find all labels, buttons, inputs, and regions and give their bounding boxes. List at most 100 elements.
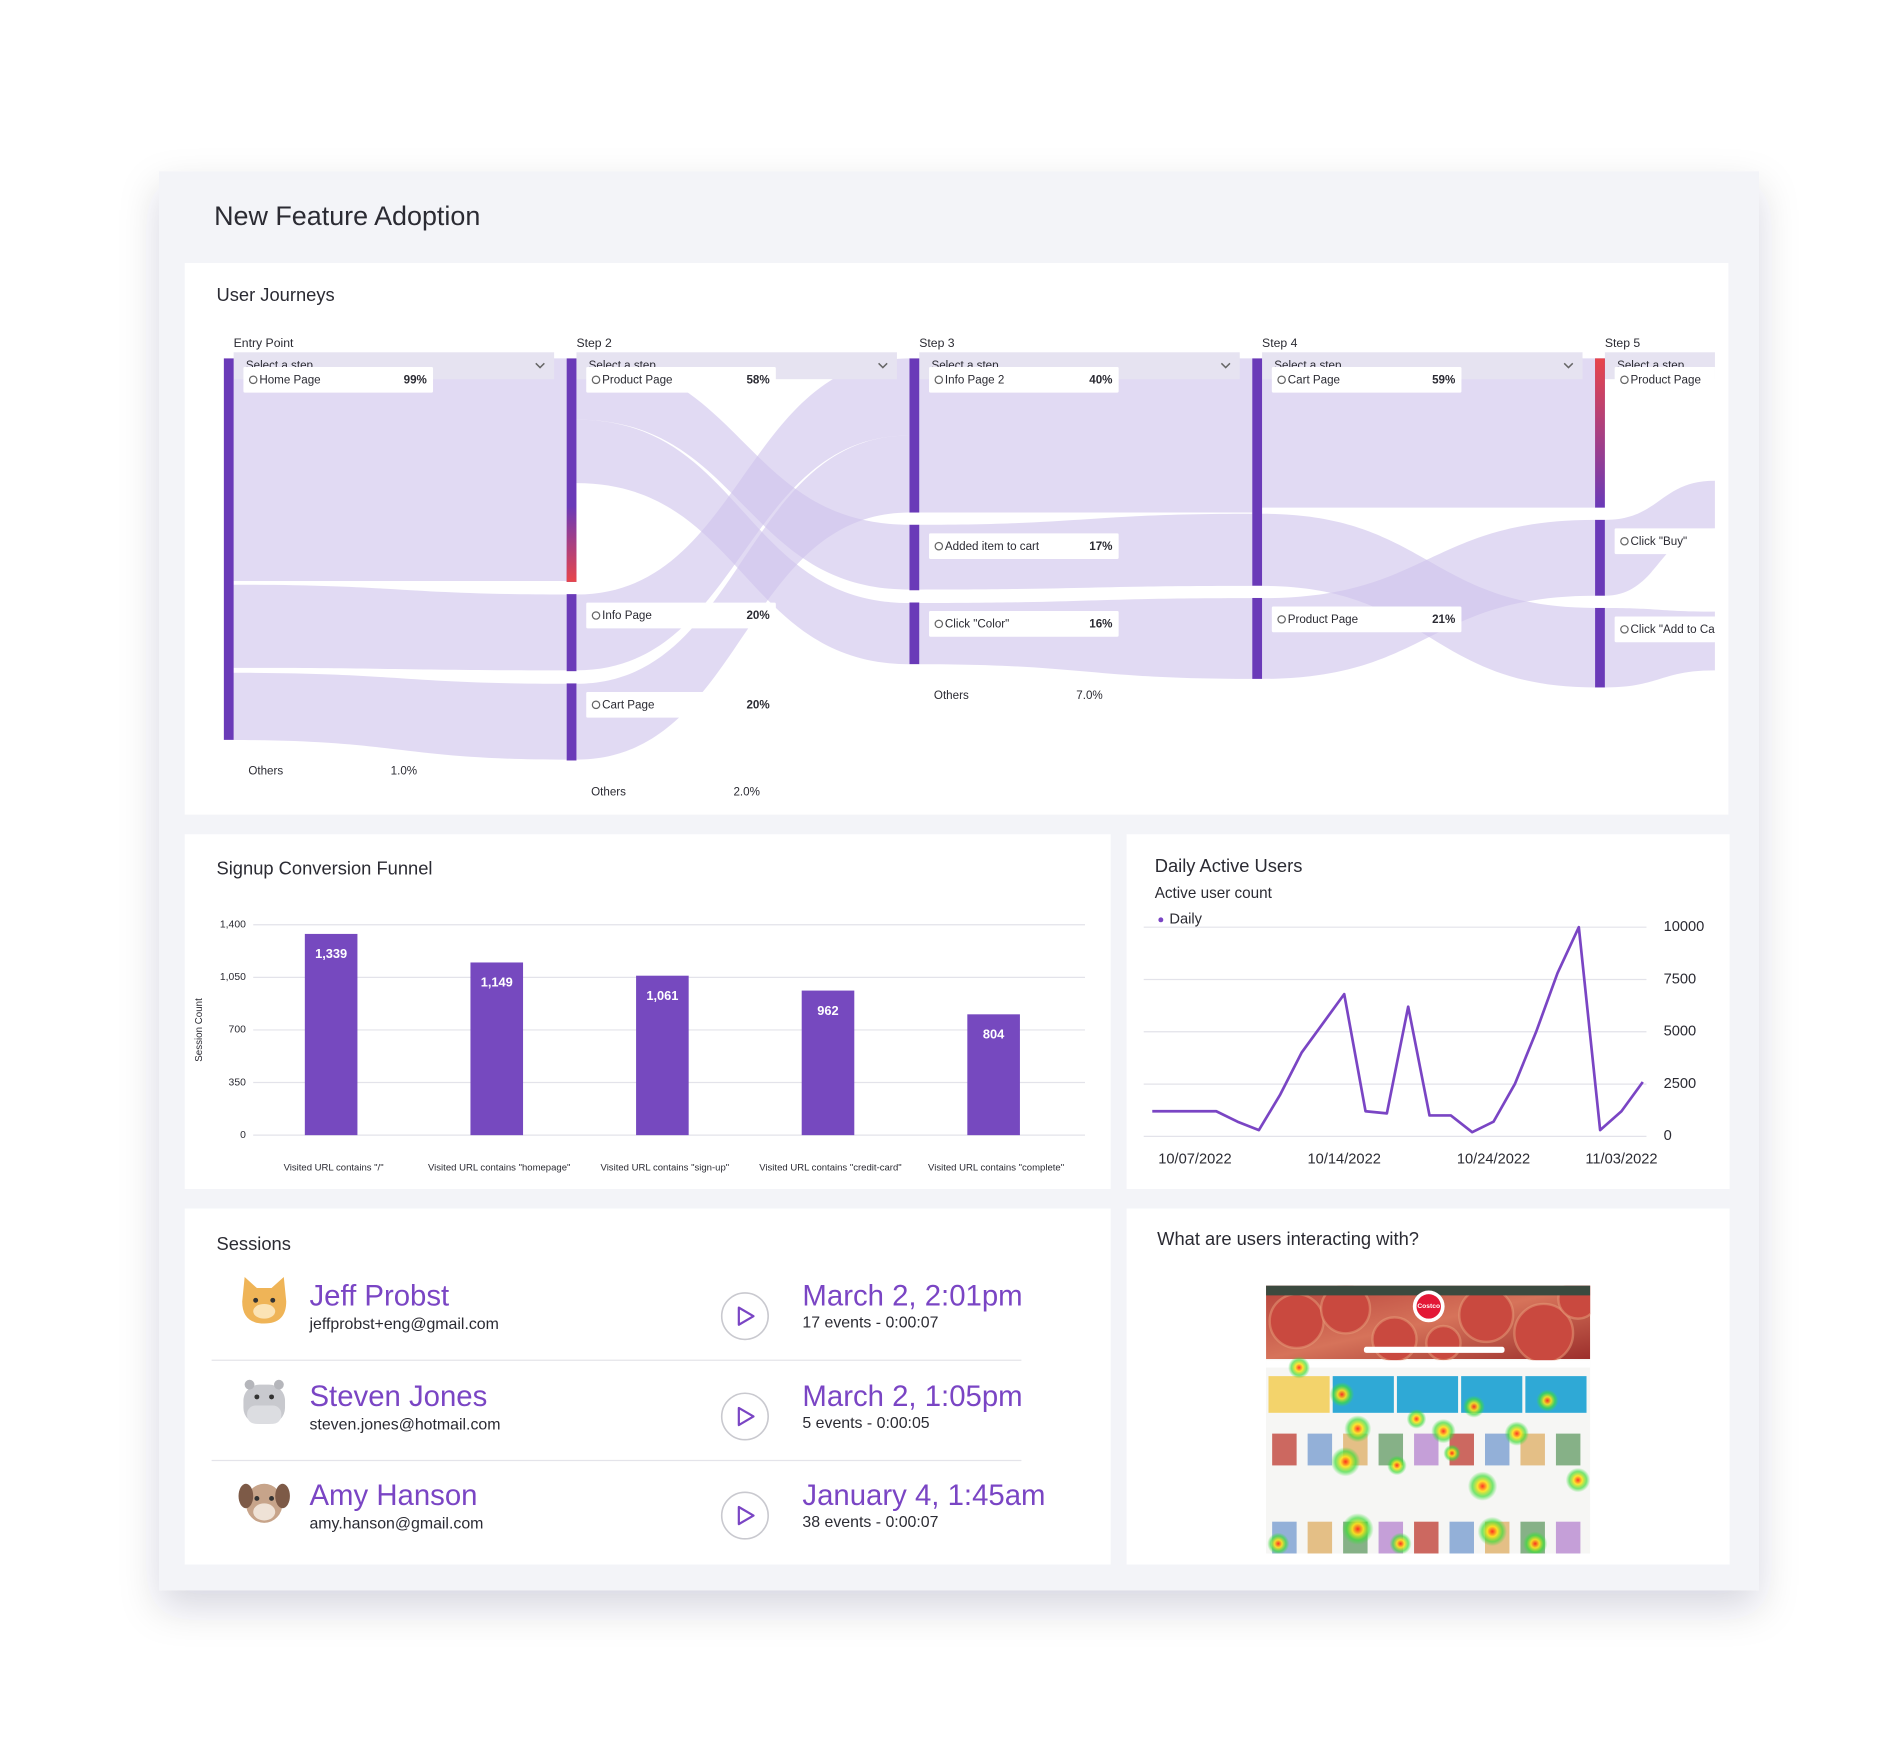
x-tick-label: Visited URL contains "complete" — [928, 1163, 1064, 1174]
avatar-ear — [244, 1379, 255, 1390]
apple — [1458, 1286, 1515, 1344]
node-bar — [566, 594, 577, 672]
heat-spot — [1329, 1382, 1355, 1407]
legend-swatch — [1158, 917, 1164, 923]
step-label: Step 3 — [919, 336, 955, 350]
avatar-eye — [254, 1495, 260, 1501]
node-label-box[interactable] — [1614, 366, 1805, 393]
heat-spot — [1387, 1455, 1407, 1476]
node-bar — [223, 358, 234, 740]
session-time: March 2, 2:01pm — [802, 1280, 1022, 1313]
node-label-box[interactable] — [586, 691, 776, 718]
node-icon — [1620, 375, 1629, 385]
play-icon — [737, 1306, 755, 1326]
node-label: Home Page — [259, 373, 320, 386]
node-label: Added item to cart — [945, 540, 1040, 553]
node-icon — [1277, 375, 1286, 385]
panel-title: What are users interacting with? — [1157, 1228, 1419, 1249]
node-bar — [909, 602, 920, 665]
node-percent: 58% — [746, 373, 770, 386]
node-icon — [591, 375, 601, 385]
avatar-eye — [269, 1394, 275, 1400]
apple — [1319, 1285, 1372, 1335]
heat-spot — [1504, 1421, 1530, 1446]
product — [1555, 1521, 1581, 1554]
y-tick-label: 0 — [1664, 1128, 1672, 1144]
play-button[interactable] — [720, 1392, 769, 1441]
session-email: amy.hanson@gmail.com — [309, 1515, 483, 1532]
node-percent: 17% — [1089, 540, 1113, 553]
heat-spot — [1267, 1532, 1290, 1554]
product — [1555, 1433, 1581, 1466]
node-label: Click "Add to Ca — [1631, 623, 1716, 636]
session-email: jeffprobst+eng@gmail.com — [308, 1316, 498, 1333]
bar-value-label: 1,339 — [315, 946, 347, 961]
heat-spot — [1536, 1389, 1559, 1412]
node-label-box[interactable] — [1271, 366, 1462, 393]
node-bar — [909, 524, 920, 591]
y-axis-label: Session Count — [194, 998, 205, 1062]
bar — [304, 933, 358, 1136]
avatar-eye — [254, 1394, 260, 1400]
chevron — [535, 362, 545, 369]
node-bar — [1252, 597, 1263, 679]
node-label-box[interactable] — [586, 366, 776, 393]
session-details: 38 events - 0:00:07 — [802, 1514, 938, 1531]
node-label-box[interactable] — [1614, 616, 1805, 643]
step-label: Entry Point — [234, 336, 294, 350]
heat-spot — [1288, 1356, 1311, 1379]
play-icon — [737, 1406, 755, 1427]
node-label: Info Page 2 — [945, 373, 1004, 386]
node-label-box[interactable] — [1271, 606, 1462, 633]
legend-label: Daily — [1169, 912, 1202, 928]
heat-spot — [1344, 1415, 1372, 1443]
bar-value-label: 962 — [817, 1003, 838, 1018]
node-icon — [591, 700, 601, 710]
play-icon — [737, 1505, 755, 1526]
node-label-box[interactable] — [929, 611, 1119, 637]
bar — [636, 975, 689, 1136]
x-tick-label: 10/07/2022 — [1158, 1151, 1231, 1167]
play-button[interactable] — [720, 1491, 769, 1540]
flow — [576, 358, 910, 671]
node-bar — [1252, 358, 1263, 586]
heat-spot — [1477, 1516, 1508, 1547]
y-tick-label: 1,050 — [220, 972, 246, 983]
flow — [1262, 519, 1596, 679]
node-label-box[interactable] — [1614, 528, 1805, 555]
node-percent: 16% — [1089, 618, 1113, 631]
flow — [576, 435, 910, 760]
chevron — [878, 362, 888, 369]
node-percent: 59% — [1432, 373, 1456, 386]
others-label: Others — [934, 689, 969, 702]
y-tick-label: 1,400 — [220, 920, 246, 931]
heat-spot — [1330, 1447, 1361, 1477]
flow — [233, 672, 567, 760]
node-label-box[interactable] — [929, 366, 1119, 393]
node-label: Cart Page — [602, 698, 654, 711]
node-percent: 21% — [1432, 613, 1456, 626]
y-tick-label: 2500 — [1664, 1076, 1697, 1092]
avatar-ear — [275, 1483, 290, 1509]
bar — [470, 962, 524, 1136]
avatar-eye — [270, 1297, 276, 1303]
node-label-box[interactable] — [243, 366, 434, 393]
node-icon — [934, 619, 944, 629]
product — [1307, 1521, 1333, 1554]
node-label: Product Page — [1288, 613, 1358, 626]
apple — [1425, 1324, 1462, 1362]
node-label-box[interactable] — [586, 602, 776, 629]
screenshot-search — [1363, 1346, 1505, 1353]
play-button[interactable] — [720, 1292, 769, 1341]
node-label: Click "Buy" — [1631, 535, 1688, 548]
panel-title: Signup Conversion Funnel — [217, 858, 433, 879]
step-label: Step 4 — [1262, 336, 1298, 350]
node-icon — [1277, 615, 1286, 624]
node-label-box[interactable] — [929, 533, 1119, 560]
node-label: Product Page — [1631, 373, 1701, 386]
node-label: Info Page — [602, 609, 652, 622]
avatar-ear — [274, 1379, 284, 1390]
